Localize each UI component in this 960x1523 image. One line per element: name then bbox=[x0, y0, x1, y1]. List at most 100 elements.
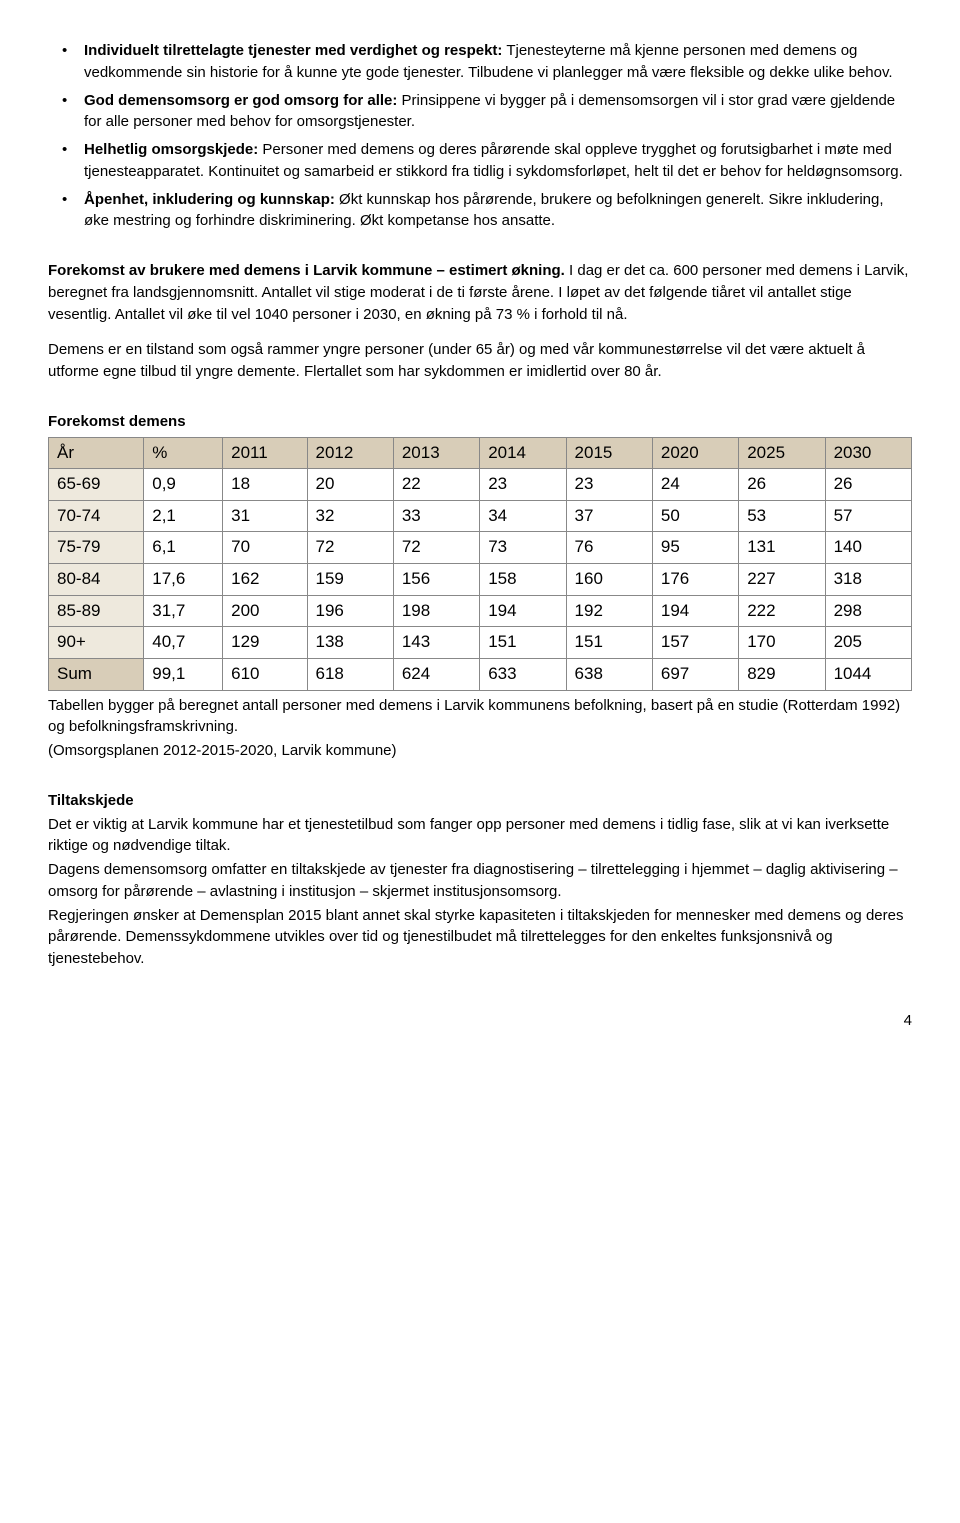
table-header: 2025 bbox=[739, 437, 825, 469]
table-cell: 24 bbox=[652, 469, 738, 501]
table-cell: 200 bbox=[223, 595, 307, 627]
table-header: 2013 bbox=[393, 437, 479, 469]
table-cell: 57 bbox=[825, 500, 911, 532]
table-cell: 65-69 bbox=[49, 469, 144, 501]
table-header: % bbox=[144, 437, 223, 469]
table-cell: 194 bbox=[652, 595, 738, 627]
table-cell: 32 bbox=[307, 500, 393, 532]
bullet-list: Individuelt tilrettelagte tjenester med … bbox=[48, 40, 912, 232]
table-cell: 298 bbox=[825, 595, 911, 627]
table-title: Forekomst demens bbox=[48, 411, 912, 433]
table-cell: 53 bbox=[739, 500, 825, 532]
table-cell: 194 bbox=[480, 595, 566, 627]
bullet-lead: Individuelt tilrettelagte tjenester med … bbox=[84, 42, 502, 59]
table-cell: 80-84 bbox=[49, 564, 144, 596]
table-cell: 151 bbox=[480, 627, 566, 659]
page-number: 4 bbox=[48, 1010, 912, 1032]
table-cell: 34 bbox=[480, 500, 566, 532]
table-cell: 633 bbox=[480, 658, 566, 690]
table-header: 2014 bbox=[480, 437, 566, 469]
table-cell: 72 bbox=[393, 532, 479, 564]
table-note-source: (Omsorgsplanen 2012-2015-2020, Larvik ko… bbox=[48, 740, 912, 762]
tiltak-block: Det er viktig at Larvik kommune har et t… bbox=[48, 814, 912, 970]
table-cell: 73 bbox=[480, 532, 566, 564]
table-cell: 196 bbox=[307, 595, 393, 627]
table-cell: 22 bbox=[393, 469, 479, 501]
table-cell: 33 bbox=[393, 500, 479, 532]
table-cell: 31,7 bbox=[144, 595, 223, 627]
table-cell: 638 bbox=[566, 658, 652, 690]
table-row: 90+40,7129138143151151157170205 bbox=[49, 627, 912, 659]
table-cell: 138 bbox=[307, 627, 393, 659]
table-cell: 162 bbox=[223, 564, 307, 596]
table-row: 85-8931,7200196198194192194222298 bbox=[49, 595, 912, 627]
list-item: Åpenhet, inkludering og kunnskap: Økt ku… bbox=[48, 189, 912, 233]
table-cell: 70 bbox=[223, 532, 307, 564]
table-cell: 85-89 bbox=[49, 595, 144, 627]
table-cell: 159 bbox=[307, 564, 393, 596]
table-cell: 618 bbox=[307, 658, 393, 690]
list-item: Individuelt tilrettelagte tjenester med … bbox=[48, 40, 912, 84]
table-cell: 50 bbox=[652, 500, 738, 532]
table-cell: 697 bbox=[652, 658, 738, 690]
tiltak-heading: Tiltakskjede bbox=[48, 790, 912, 812]
table-cell: 156 bbox=[393, 564, 479, 596]
bullet-lead: Helhetlig omsorgskjede: bbox=[84, 141, 258, 158]
table-row: 70-742,13132333437505357 bbox=[49, 500, 912, 532]
table-cell: 6,1 bbox=[144, 532, 223, 564]
forekomst-table: År % 2011 2012 2013 2014 2015 2020 2025 … bbox=[48, 437, 912, 691]
table-cell: 227 bbox=[739, 564, 825, 596]
table-row: 75-796,1707272737695131140 bbox=[49, 532, 912, 564]
table-row: 80-8417,6162159156158160176227318 bbox=[49, 564, 912, 596]
table-cell: 829 bbox=[739, 658, 825, 690]
table-cell: 1044 bbox=[825, 658, 911, 690]
table-cell: 99,1 bbox=[144, 658, 223, 690]
table-cell: 140 bbox=[825, 532, 911, 564]
table-cell: 176 bbox=[652, 564, 738, 596]
table-cell: 76 bbox=[566, 532, 652, 564]
table-cell: 157 bbox=[652, 627, 738, 659]
table-cell: 192 bbox=[566, 595, 652, 627]
forekomst-lead: Forekomst av brukere med demens i Larvik… bbox=[48, 262, 565, 279]
table-cell: 26 bbox=[739, 469, 825, 501]
table-header: 2011 bbox=[223, 437, 307, 469]
table-cell: 151 bbox=[566, 627, 652, 659]
table-cell: 90+ bbox=[49, 627, 144, 659]
table-cell: 70-74 bbox=[49, 500, 144, 532]
table-cell: 75-79 bbox=[49, 532, 144, 564]
table-cell: 624 bbox=[393, 658, 479, 690]
paragraph-demens-yngre: Demens er en tilstand som også rammer yn… bbox=[48, 339, 912, 383]
table-cell: 20 bbox=[307, 469, 393, 501]
table-cell: 18 bbox=[223, 469, 307, 501]
table-header: 2020 bbox=[652, 437, 738, 469]
table-cell: 72 bbox=[307, 532, 393, 564]
table-cell: 131 bbox=[739, 532, 825, 564]
table-cell: 17,6 bbox=[144, 564, 223, 596]
table-cell: 129 bbox=[223, 627, 307, 659]
tiltak-p1: Det er viktig at Larvik kommune har et t… bbox=[48, 814, 912, 858]
table-cell: 37 bbox=[566, 500, 652, 532]
list-item: God demensomsorg er god omsorg for alle:… bbox=[48, 90, 912, 134]
table-cell: 222 bbox=[739, 595, 825, 627]
table-cell: 205 bbox=[825, 627, 911, 659]
table-cell: 318 bbox=[825, 564, 911, 596]
table-row: 65-690,91820222323242626 bbox=[49, 469, 912, 501]
table-cell: 95 bbox=[652, 532, 738, 564]
tiltak-p3: Regjeringen ønsker at Demensplan 2015 bl… bbox=[48, 905, 912, 970]
table-cell: 170 bbox=[739, 627, 825, 659]
table-note: Tabellen bygger på beregnet antall perso… bbox=[48, 695, 912, 739]
table-header: År bbox=[49, 437, 144, 469]
table-cell: 158 bbox=[480, 564, 566, 596]
bullet-lead: Åpenhet, inkludering og kunnskap: bbox=[84, 191, 335, 208]
table-header: 2030 bbox=[825, 437, 911, 469]
table-cell: 40,7 bbox=[144, 627, 223, 659]
bullet-lead: God demensomsorg er god omsorg for alle: bbox=[84, 92, 397, 109]
table-cell: 198 bbox=[393, 595, 479, 627]
list-item: Helhetlig omsorgskjede: Personer med dem… bbox=[48, 139, 912, 183]
table-cell: 23 bbox=[566, 469, 652, 501]
table-cell: 31 bbox=[223, 500, 307, 532]
forekomst-paragraph: Forekomst av brukere med demens i Larvik… bbox=[48, 260, 912, 325]
table-header: 2015 bbox=[566, 437, 652, 469]
table-cell: 23 bbox=[480, 469, 566, 501]
tiltak-p2: Dagens demensomsorg omfatter en tiltaksk… bbox=[48, 859, 912, 903]
